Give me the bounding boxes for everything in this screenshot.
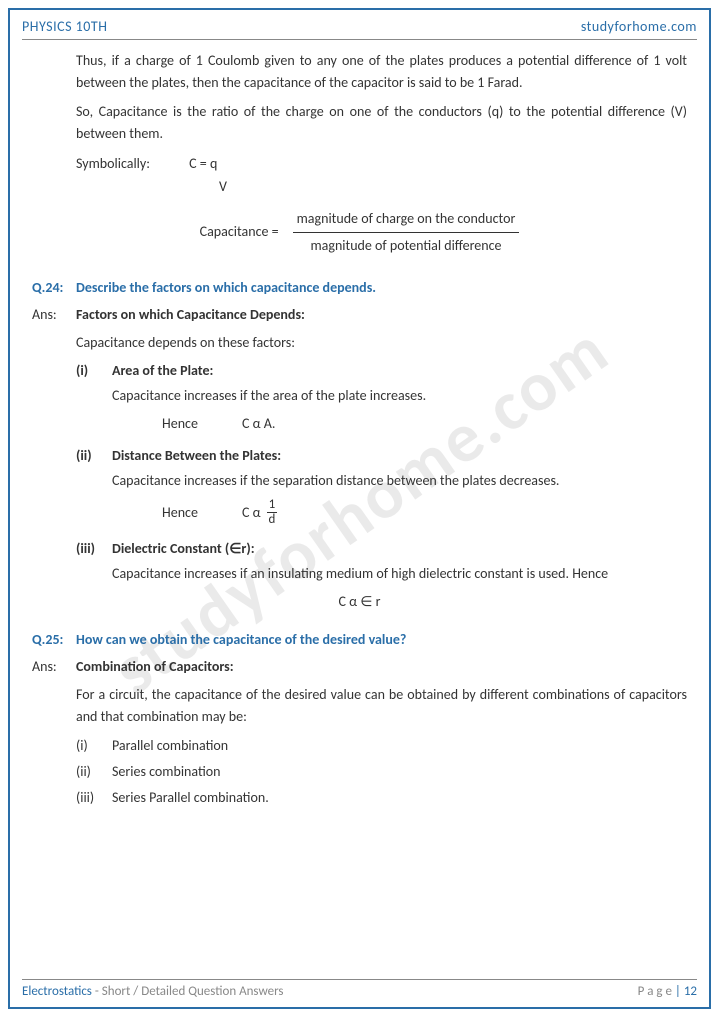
- factor-2-frac-den: d: [267, 513, 278, 527]
- q25-item-3-text: Series Parallel combination.: [112, 787, 269, 809]
- q25-item-2-roman: (ii): [76, 761, 112, 783]
- factor-2-hence: Hence C α 1 d: [162, 498, 687, 528]
- q25-item-2-text: Series combination: [112, 761, 221, 783]
- q25-question: Q.25: How can we obtain the capacitance …: [32, 629, 687, 651]
- factor-1-body: Capacitance increases if the area of the…: [112, 385, 687, 407]
- q24-ans-label: Ans:: [32, 304, 76, 326]
- q25-item-1-roman: (i): [76, 735, 112, 757]
- factor-2-head: (ii) Distance Between the Plates:: [76, 445, 687, 467]
- factor-3-title: Dielectric Constant (∈r):: [112, 538, 255, 560]
- q25-item-3: (iii) Series Parallel combination.: [76, 787, 687, 809]
- factor-1-head: (i) Area of the Plate:: [76, 360, 687, 382]
- q25-answer-row: Ans: Combination of Capacitors:: [32, 656, 687, 678]
- q25-item-1: (i) Parallel combination: [76, 735, 687, 757]
- q25-item-1-text: Parallel combination: [112, 735, 228, 757]
- footer-page-num: | 12: [675, 984, 697, 999]
- cap-eq-fraction: magnitude of charge on the conductor mag…: [293, 208, 520, 256]
- footer-left: Electrostatics - Short / Detailed Questi…: [22, 984, 284, 999]
- intro-para-1: Thus, if a charge of 1 Coulomb given to …: [76, 50, 687, 93]
- q25-ans-label: Ans:: [32, 656, 76, 678]
- q25-item-3-roman: (iii): [76, 787, 112, 809]
- factor-3-roman: (iii): [76, 538, 112, 560]
- page-footer: Electrostatics - Short / Detailed Questi…: [22, 979, 697, 999]
- footer-topic: Electrostatics: [22, 984, 92, 999]
- q24-question: Q.24: Describe the factors on which capa…: [32, 277, 687, 299]
- q24-text: Describe the factors on which capacitanc…: [76, 277, 376, 299]
- factor-2-frac-num: 1: [267, 498, 278, 513]
- symbolically-eq: C = q: [189, 153, 217, 175]
- factor-2-body: Capacitance increases if the separation …: [112, 470, 687, 492]
- q24-answer-row: Ans: Factors on which Capacitance Depend…: [32, 304, 687, 326]
- q25-body: For a circuit, the capacitance of the de…: [76, 684, 687, 727]
- factor-1-hence-label: Hence: [162, 413, 242, 435]
- factor-3-head: (iii) Dielectric Constant (∈r):: [76, 538, 687, 560]
- factor-1-relation: C α A.: [242, 413, 275, 435]
- factor-2-fraction: 1 d: [267, 498, 278, 528]
- factor-1-roman: (i): [76, 360, 112, 382]
- q24-heading: Factors on which Capacitance Depends:: [76, 304, 305, 326]
- intro-para-2: So, Capacitance is the ratio of the char…: [76, 101, 687, 144]
- symbolically-v: V: [219, 176, 687, 198]
- q25-text: How can we obtain the capacitance of the…: [76, 629, 406, 651]
- cap-eq-denominator: magnitude of potential difference: [293, 233, 520, 257]
- cap-eq-lhs: Capacitance =: [200, 221, 279, 243]
- q24-number: Q.24:: [32, 277, 76, 299]
- symbolically-label: Symbolically:: [76, 153, 186, 175]
- q25-item-2: (ii) Series combination: [76, 761, 687, 783]
- factor-2-relation-pre: C α: [242, 502, 261, 524]
- q25-heading: Combination of Capacitors:: [76, 656, 234, 678]
- footer-subtitle: - Short / Detailed Question Answers: [92, 984, 284, 999]
- q24-intro: Capacitance depends on these factors:: [76, 332, 687, 354]
- page-header: PHYSICS 10TH studyforhome.com: [22, 18, 697, 40]
- footer-page-label: P a g e: [638, 984, 672, 999]
- page-content: Thus, if a charge of 1 Coulomb given to …: [32, 50, 687, 967]
- symbolically-line: Symbolically: C = q: [76, 153, 687, 175]
- factor-2-hence-label: Hence: [162, 502, 242, 524]
- capacitance-equation: Capacitance = magnitude of charge on the…: [32, 208, 687, 256]
- factor-2-roman: (ii): [76, 445, 112, 467]
- cap-eq-numerator: magnitude of charge on the conductor: [293, 208, 520, 233]
- footer-right: P a g e | 12: [638, 984, 697, 999]
- factor-3-body: Capacitance increases if an insulating m…: [112, 563, 687, 585]
- q25-number: Q.25:: [32, 629, 76, 651]
- factor-1-title: Area of the Plate:: [112, 360, 213, 382]
- factor-3-relation: C α ∈ r: [32, 591, 687, 613]
- factor-2-title: Distance Between the Plates:: [112, 445, 281, 467]
- factor-1-hence: Hence C α A.: [162, 413, 687, 435]
- header-left: PHYSICS 10TH: [22, 18, 107, 35]
- header-right: studyforhome.com: [581, 18, 697, 35]
